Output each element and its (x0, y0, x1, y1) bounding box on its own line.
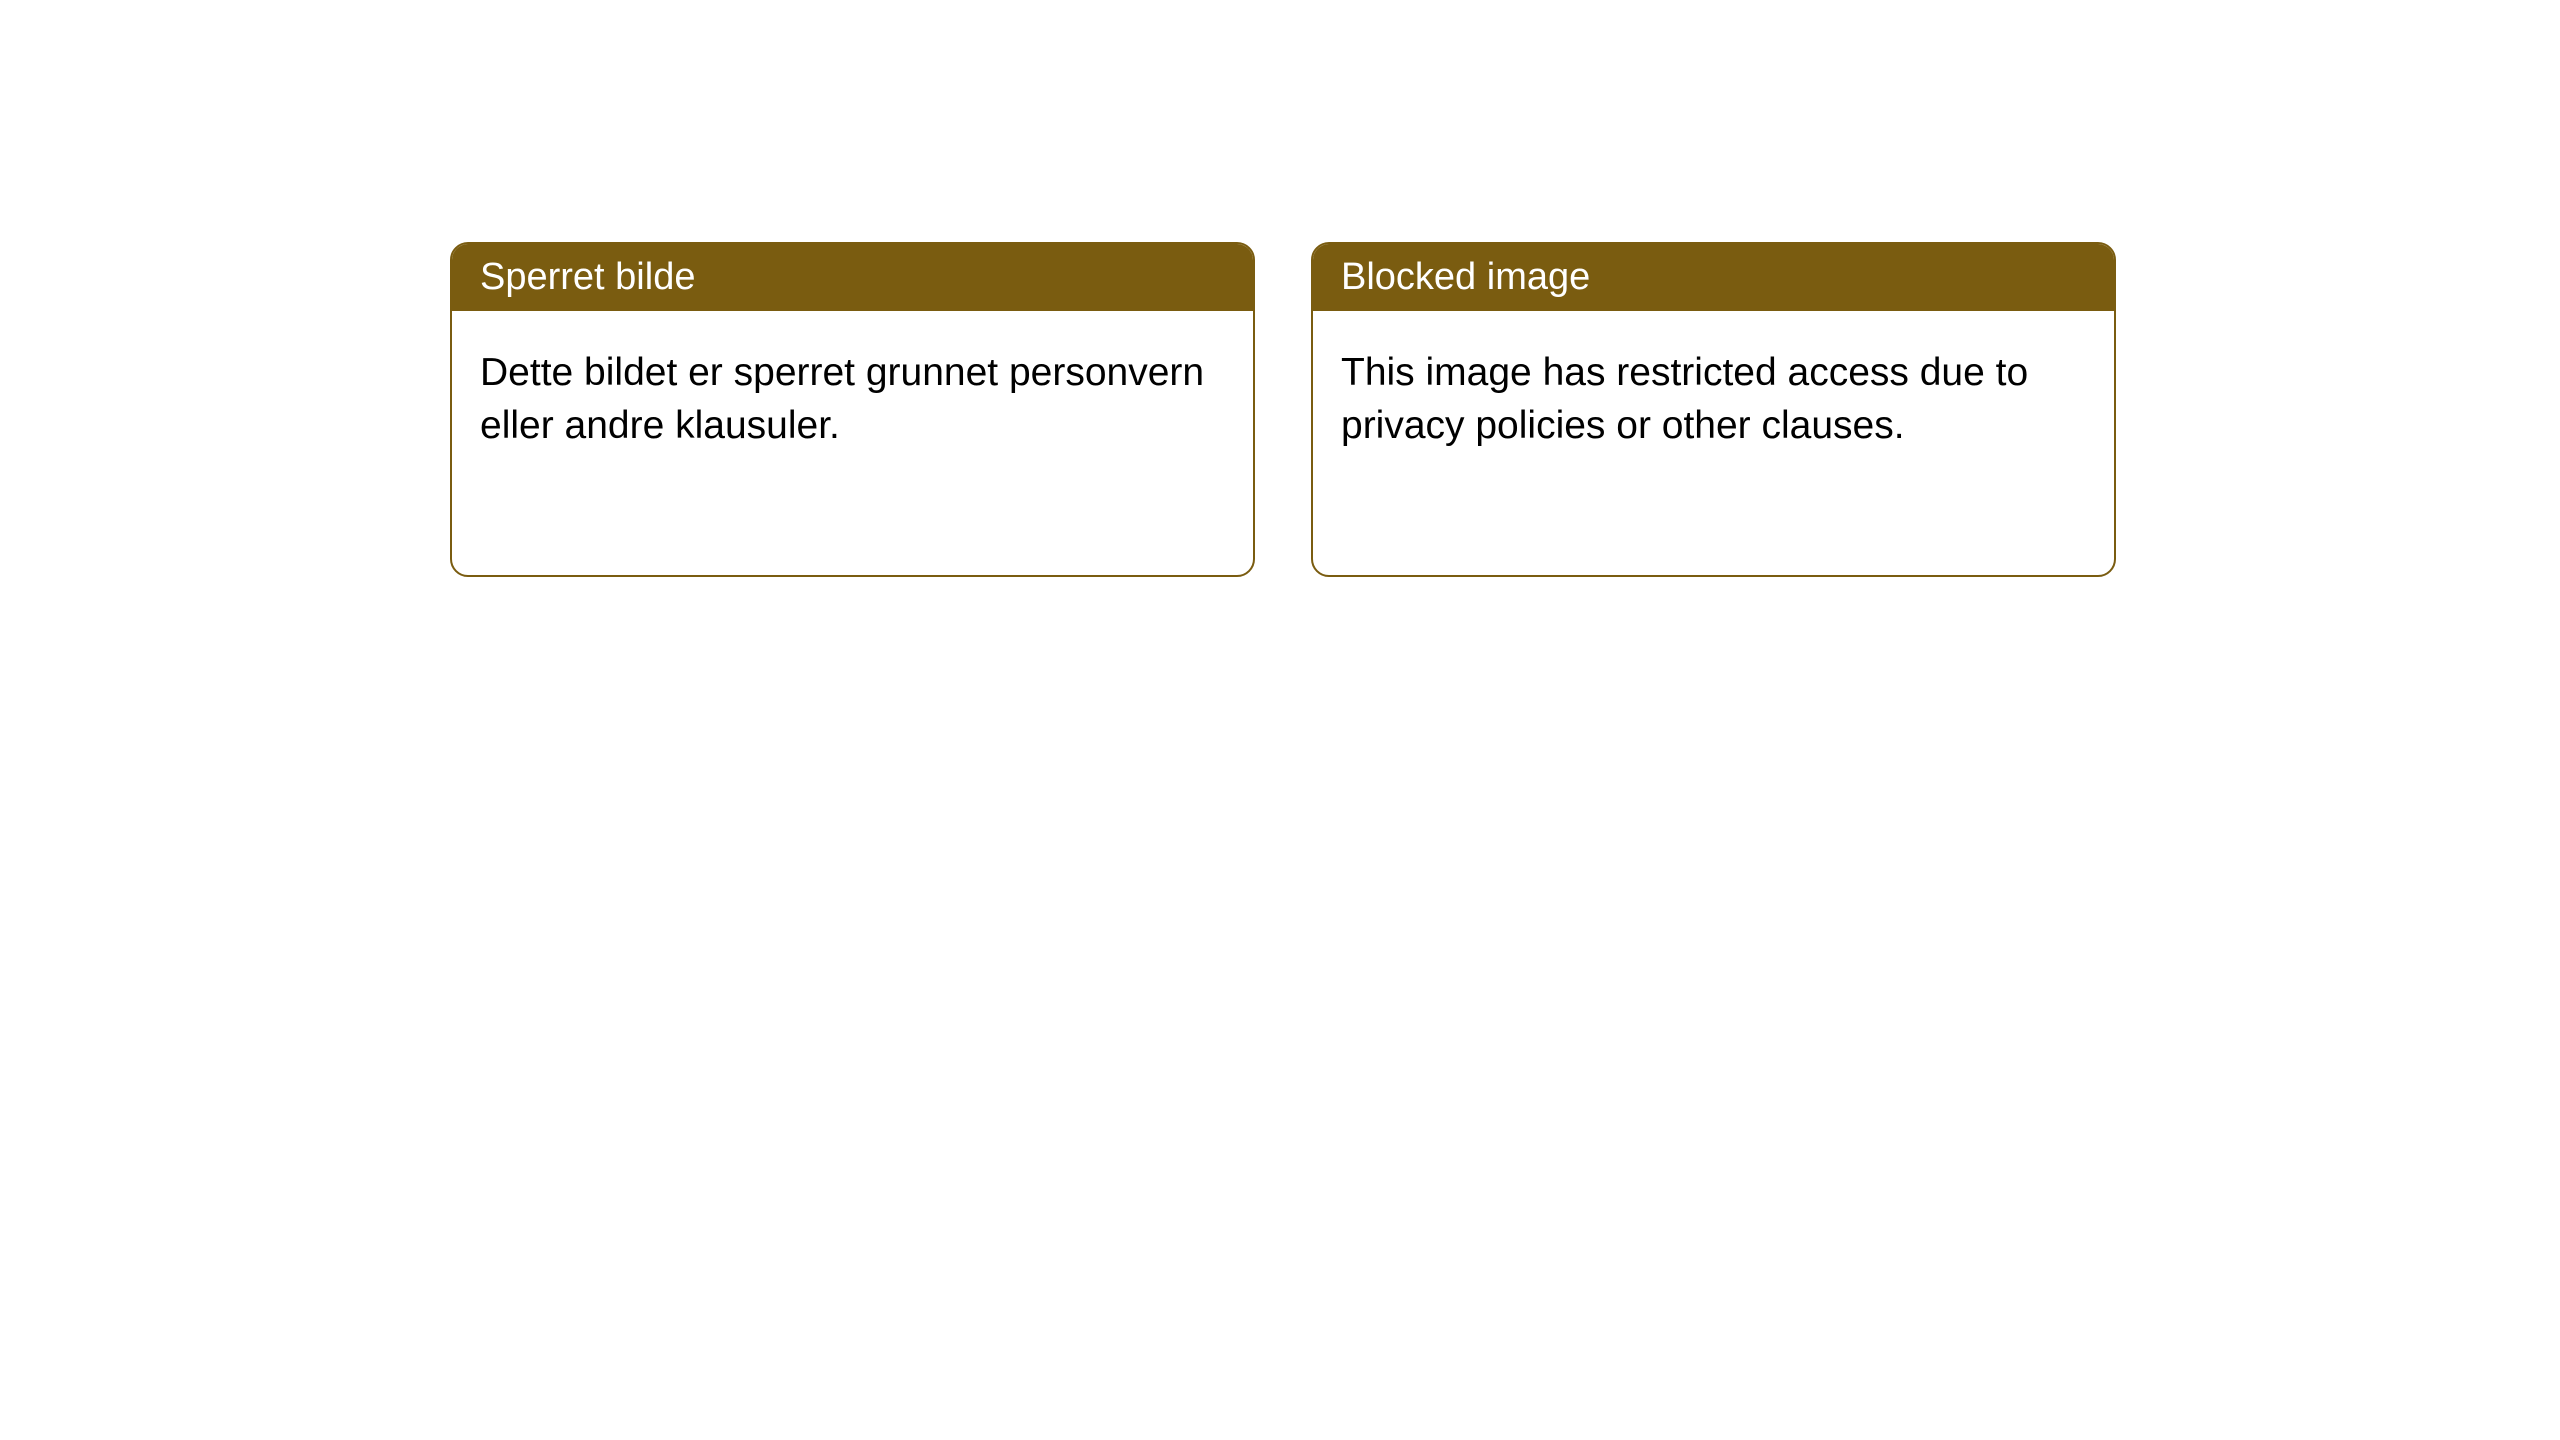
notice-card-norwegian: Sperret bilde Dette bildet er sperret gr… (450, 242, 1255, 577)
notice-card-title: Sperret bilde (452, 244, 1253, 311)
notice-card-body: This image has restricted access due to … (1313, 311, 2114, 488)
notice-card-body: Dette bildet er sperret grunnet personve… (452, 311, 1253, 488)
notice-card-title: Blocked image (1313, 244, 2114, 311)
notice-container: Sperret bilde Dette bildet er sperret gr… (0, 0, 2560, 577)
notice-card-english: Blocked image This image has restricted … (1311, 242, 2116, 577)
